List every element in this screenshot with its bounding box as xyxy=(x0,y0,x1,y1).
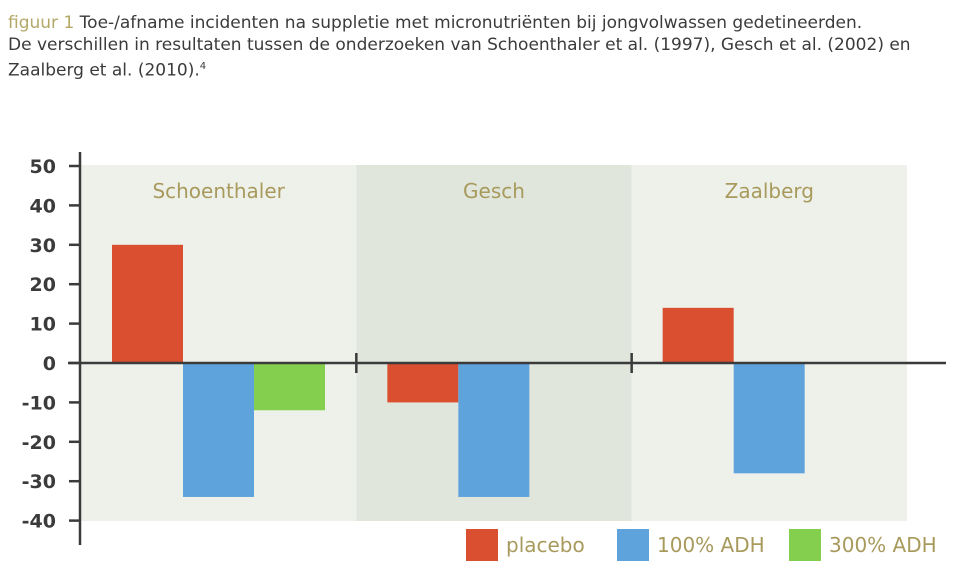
footnote-reference: 4 xyxy=(199,61,207,72)
y-tick-label: 30 xyxy=(30,235,56,257)
category-label: Schoenthaler xyxy=(152,179,285,203)
legend-swatch xyxy=(466,529,498,561)
y-tick-label: 40 xyxy=(30,195,56,217)
bar xyxy=(254,363,325,411)
bar xyxy=(112,244,183,363)
y-tick-label: 0 xyxy=(43,353,56,375)
caption-text-3: Zaalberg et al. (2010). xyxy=(8,60,200,81)
caption-text-1: Toe-/afname incidenten na suppletie met … xyxy=(79,13,863,33)
category-label: Gesch xyxy=(463,179,525,203)
caption-line-2: De verschillen in resultaten tussen de o… xyxy=(8,35,911,55)
y-tick-label: -30 xyxy=(22,471,56,493)
bar xyxy=(387,363,459,403)
bar xyxy=(458,363,530,497)
y-tick-label: 10 xyxy=(30,314,56,336)
y-tick-label: -20 xyxy=(22,432,56,454)
figure-label: figuur 1 xyxy=(8,13,75,33)
legend-label: 300% ADH xyxy=(829,533,937,557)
category-label: Zaalberg xyxy=(725,179,814,203)
bar xyxy=(662,307,734,363)
figure-caption: figuur 1 Toe-/afname incidenten na suppl… xyxy=(8,12,966,82)
bar xyxy=(733,363,805,474)
legend-swatch xyxy=(789,529,821,561)
legend-label: 100% ADH xyxy=(657,533,765,557)
y-tick-label: 50 xyxy=(30,156,56,178)
bar xyxy=(183,363,254,497)
caption-line-3: Zaalberg et al. (2010).4 xyxy=(8,56,966,82)
y-tick-label: -10 xyxy=(22,392,56,414)
caption-line-1: figuur 1 Toe-/afname incidenten na suppl… xyxy=(8,12,966,34)
y-tick-label: 20 xyxy=(30,274,56,296)
legend-swatch xyxy=(617,529,649,561)
legend-label: placebo xyxy=(506,533,585,557)
y-tick-label: -40 xyxy=(22,511,56,533)
